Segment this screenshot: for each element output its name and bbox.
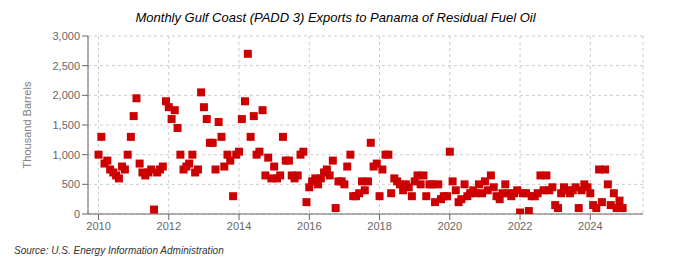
svg-text:2012: 2012 [157, 220, 181, 232]
svg-text:2016: 2016 [297, 220, 321, 232]
svg-text:2022: 2022 [508, 220, 532, 232]
svg-text:2010: 2010 [86, 220, 110, 232]
svg-text:2014: 2014 [227, 220, 251, 232]
svg-text:2,500: 2,500 [52, 60, 80, 72]
svg-text:1,500: 1,500 [52, 119, 80, 131]
svg-text:1,000: 1,000 [52, 149, 80, 161]
svg-text:Thousand Barrels: Thousand Barrels [21, 81, 33, 168]
svg-text:2,000: 2,000 [52, 89, 80, 101]
svg-text:3,000: 3,000 [52, 30, 80, 42]
html-text:Source: U.S. Energy Informatio: Source: U.S. Energy Information Administ… [14, 245, 224, 256]
svg-text:2024: 2024 [578, 220, 602, 232]
svg-text:2020: 2020 [438, 220, 462, 232]
html-text:Monthly Gulf Coast (PADD 3) Ex: Monthly Gulf Coast (PADD 3) Exports to P… [135, 10, 536, 25]
svg-text:500: 500 [62, 178, 80, 190]
svg-text:2018: 2018 [367, 220, 391, 232]
svg-text:0: 0 [74, 208, 80, 220]
